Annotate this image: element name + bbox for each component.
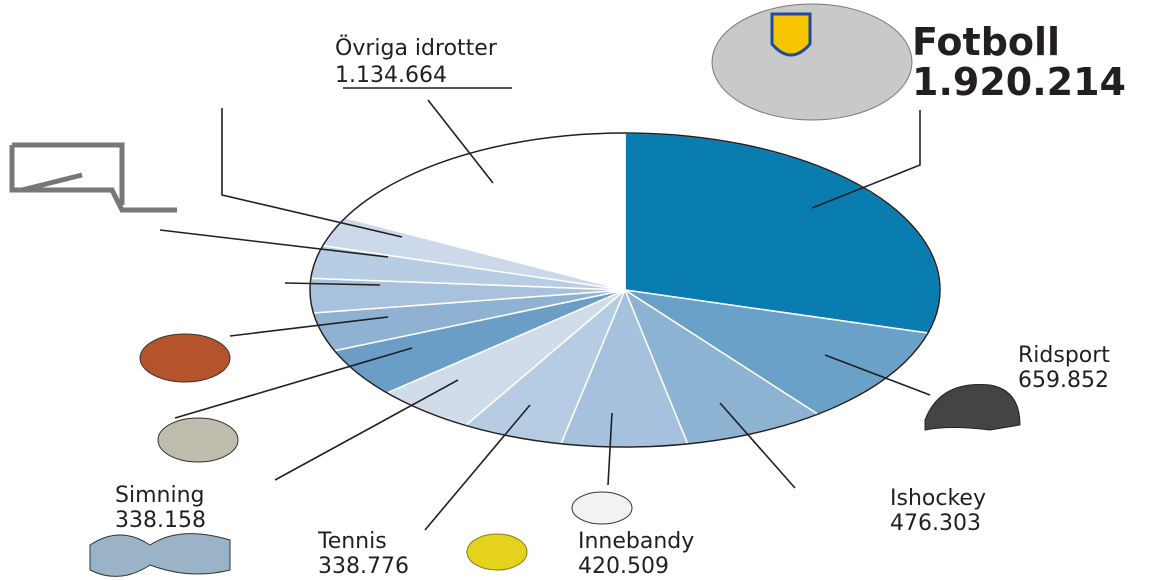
- slice-value-label: 420.509: [578, 554, 669, 579]
- badge-icon: [770, 12, 812, 57]
- goggles-icon: [89, 533, 231, 577]
- leader-line: [811, 110, 921, 209]
- tennisball-icon: [466, 533, 528, 571]
- slice-value-label: 1.134.664: [335, 63, 447, 88]
- leader-line: [274, 379, 459, 481]
- icons: [9, 3, 1021, 577]
- leader-line: [427, 99, 494, 184]
- soccer-icon: [157, 417, 239, 463]
- floorball-icon: [571, 491, 633, 525]
- slice-value-label: 338.158: [115, 508, 206, 533]
- leader-line: [824, 354, 931, 396]
- slice-value-label: 338.776: [318, 554, 409, 579]
- pie: [309, 132, 941, 448]
- leader-line: [221, 108, 403, 238]
- leader-line: [229, 316, 389, 337]
- helmet-icon: [924, 383, 1021, 431]
- slice-value-label: 476.303: [890, 511, 981, 536]
- leader-line: [424, 404, 531, 531]
- slice-label: Innebandy: [578, 529, 694, 554]
- leader-line: [719, 402, 796, 489]
- hurdle-icon: [9, 142, 177, 213]
- pie-outline: [309, 132, 941, 448]
- slice-value-label: 659.852: [1018, 368, 1109, 393]
- slice-label: Övriga idrotter: [335, 35, 498, 61]
- slice-label: Simning: [115, 483, 204, 508]
- slice-label: Fotboll: [912, 20, 1060, 64]
- leader-line: [174, 347, 413, 419]
- slice-label: Tennis: [317, 529, 387, 554]
- slice-value-label: 1.920.214: [912, 60, 1126, 104]
- leader-line: [284, 282, 381, 286]
- basketball-icon: [139, 333, 231, 383]
- slice-label: Ridsport: [1018, 343, 1110, 368]
- leader-line: [607, 412, 613, 486]
- leader-line: [159, 229, 389, 258]
- slice-label: Ishockey: [890, 486, 986, 511]
- football-icon: [711, 3, 913, 121]
